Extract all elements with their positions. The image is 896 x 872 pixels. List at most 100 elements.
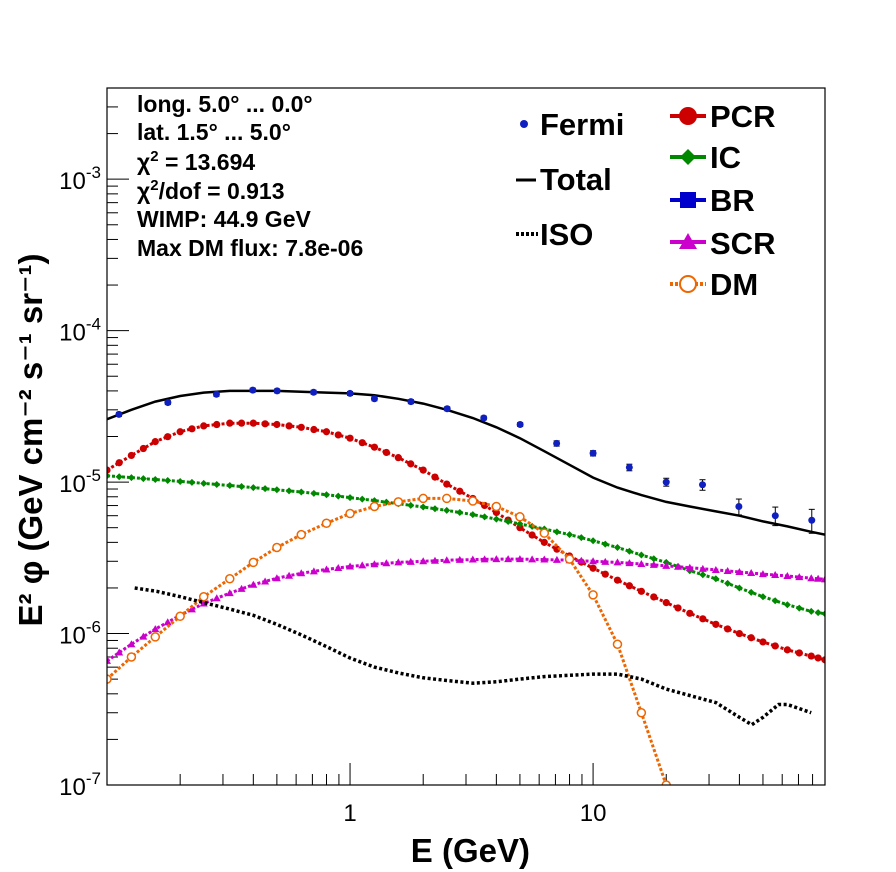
ic-marker	[589, 537, 597, 545]
fermi-point	[115, 410, 123, 418]
y-tick-base: 10	[59, 168, 86, 195]
ic-marker	[334, 492, 342, 500]
pcr-marker	[686, 609, 694, 617]
scr-marker	[297, 569, 306, 577]
info-box: long. 5.0° ... 0.0° lat. 1.5° ... 5.0° χ…	[137, 91, 363, 261]
scr-marker	[261, 577, 270, 585]
scr-marker	[662, 561, 671, 569]
ic-marker	[492, 515, 500, 523]
pcr-marker	[528, 531, 536, 539]
pcr-marker	[273, 420, 281, 429]
fermi-point	[164, 399, 172, 407]
y-tick-label: 10-5	[59, 466, 101, 498]
pcr-marker	[107, 466, 111, 474]
scr-marker	[783, 571, 792, 579]
pcr-marker	[601, 570, 609, 578]
ic-marker	[481, 513, 489, 521]
pcr-marker	[759, 638, 767, 646]
scr-marker	[163, 618, 172, 626]
pcr-marker	[370, 443, 379, 451]
scr-marker	[139, 632, 148, 640]
chi2dof-value: /dof = 0.913	[159, 178, 285, 204]
ic-marker	[273, 486, 281, 494]
legend-total-label: Total	[540, 162, 612, 197]
legend-fermi-marker	[520, 120, 528, 128]
pcr-marker	[213, 420, 221, 429]
ic-marker	[553, 528, 561, 536]
dm-marker	[345, 508, 355, 519]
ic-marker	[456, 509, 464, 517]
legend-iso-label: ISO	[540, 217, 593, 252]
scr-marker	[758, 570, 767, 578]
info-chi2: χ2 = 13.694	[137, 148, 255, 175]
legend-scr-label: SCR	[710, 226, 775, 261]
ic-marker	[115, 473, 123, 481]
scr-marker	[107, 656, 111, 664]
ic-marker	[469, 511, 477, 519]
ic-marker	[759, 593, 767, 601]
dm-marker	[442, 493, 452, 504]
scr-marker	[504, 555, 513, 563]
scr-marker	[187, 605, 196, 613]
ic-marker	[358, 495, 366, 503]
y-tick-base: 10	[59, 623, 86, 650]
y-tick-exponent: -4	[86, 315, 101, 334]
iso-line	[134, 586, 812, 727]
series-scr	[107, 555, 825, 664]
series-iso	[134, 586, 812, 727]
scr-marker	[613, 558, 622, 566]
minor-ticks	[107, 87, 826, 785]
fermi-point	[273, 387, 281, 395]
pcr-marker	[115, 459, 123, 467]
scr-marker	[674, 562, 683, 570]
x-tick-label: 10	[580, 800, 607, 827]
pcr-marker	[139, 444, 147, 453]
pcr-marker	[226, 419, 234, 427]
y-tick-label: 10-7	[59, 769, 101, 801]
pcr-marker	[200, 422, 208, 430]
ic-marker	[613, 543, 621, 551]
ic-marker	[712, 575, 720, 583]
pcr-marker	[261, 420, 269, 428]
fermi-point	[310, 388, 318, 396]
scr-marker	[814, 574, 823, 582]
ic-marker	[176, 477, 184, 485]
pcr-marker	[662, 599, 670, 607]
y-tick-exponent: -5	[86, 466, 101, 485]
ic-marker	[747, 588, 755, 596]
scr-marker	[127, 640, 136, 648]
ic-marker	[322, 491, 330, 499]
legend-ic-label: IC	[710, 140, 741, 175]
legend-fermi-label: Fermi	[540, 107, 624, 142]
info-longitude: long. 5.0° ... 0.0°	[137, 91, 313, 117]
dm-marker	[491, 501, 502, 512]
ic-marker	[139, 475, 147, 483]
pcr-marker	[237, 419, 246, 427]
dm-marker	[175, 611, 185, 622]
pcr-marker	[650, 593, 658, 601]
plot-frame	[106, 87, 826, 786]
chi2-superscript: 2	[150, 148, 158, 165]
scr-marker	[430, 556, 439, 564]
y-axis-title-text: E² φ (GeV cm⁻² s⁻¹ sr⁻¹)	[12, 254, 49, 627]
dm-marker	[661, 780, 671, 785]
ic-marker	[188, 478, 196, 486]
series-total	[107, 389, 825, 536]
ic-marker	[151, 476, 159, 484]
pcr-marker	[358, 439, 366, 447]
dm-marker	[369, 501, 380, 512]
dm-marker	[272, 542, 282, 553]
pcr-marker	[443, 480, 451, 488]
ic-marker	[261, 485, 269, 493]
pcr-marker	[407, 460, 415, 468]
fermi-point	[589, 449, 597, 457]
ic-marker	[419, 503, 427, 511]
ic-marker	[807, 607, 815, 615]
legend-scr-marker	[679, 233, 697, 249]
legend-pcr-label: PCR	[710, 99, 775, 134]
pcr-marker	[637, 587, 645, 595]
legend-br-marker	[680, 192, 696, 208]
pcr-marker	[176, 428, 184, 436]
